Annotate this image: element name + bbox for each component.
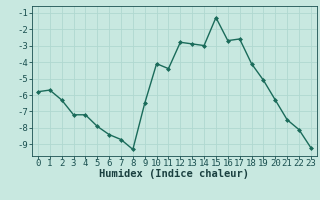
X-axis label: Humidex (Indice chaleur): Humidex (Indice chaleur) (100, 169, 249, 179)
